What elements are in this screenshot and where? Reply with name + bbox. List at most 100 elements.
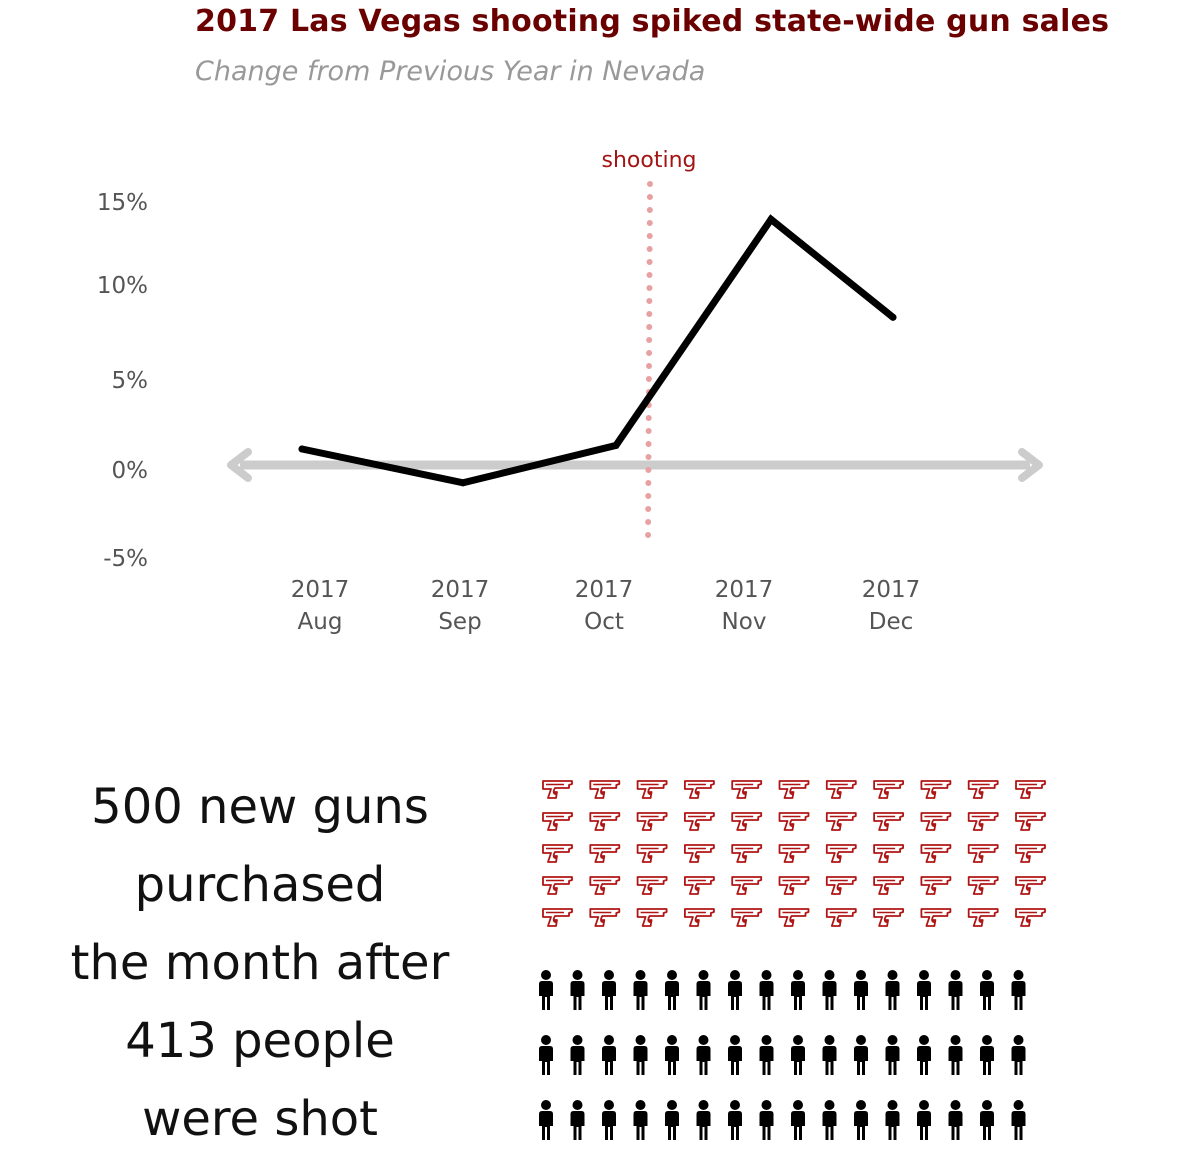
pistol-icon <box>636 908 668 927</box>
shooting-annotation: shooting <box>602 148 697 549</box>
pistol-icon <box>589 908 621 927</box>
x-tick-year: 2017 <box>715 577 774 603</box>
axis-arrow-left <box>227 448 252 482</box>
pistol-icon <box>825 780 857 799</box>
caption: 500 new guns purchased the month after 413 … <box>40 768 480 1158</box>
pistol-icon <box>920 812 952 831</box>
y-axis-ticks: 15% 10% 5% 0% -5% <box>97 190 148 572</box>
pistol-icon <box>967 908 999 927</box>
y-tick-label: 10% <box>97 273 148 299</box>
person-icon <box>728 1035 742 1075</box>
person-icon <box>791 1100 805 1140</box>
person-icon <box>665 1100 679 1140</box>
people-pictogram <box>539 970 1026 1140</box>
person-icon <box>1011 1035 1026 1075</box>
pistol-icon <box>873 780 904 799</box>
zero-axis <box>227 448 1043 482</box>
pistol-icon <box>967 812 999 831</box>
pistol-icon <box>967 780 999 799</box>
person-icon <box>570 970 585 1010</box>
person-icon <box>980 1100 994 1140</box>
y-tick-label: 0% <box>112 458 149 484</box>
caption-line: were shot <box>142 1091 378 1147</box>
y-tick-label: -5% <box>103 546 148 572</box>
person-icon <box>791 970 805 1010</box>
pistol-icon <box>636 876 668 895</box>
pistol-icon <box>1015 876 1046 895</box>
pistol-icon <box>873 844 904 863</box>
x-tick-month: Dec <box>869 609 914 635</box>
pistol-icon <box>967 844 999 863</box>
pistol-icon <box>920 908 952 927</box>
pistol-icon <box>542 844 573 863</box>
person-icon <box>602 1100 616 1140</box>
person-icon <box>665 970 679 1010</box>
person-icon <box>980 970 994 1010</box>
x-tick-month: Oct <box>584 609 624 635</box>
chart-title: 2017 Las Vegas shooting spiked state-wid… <box>195 4 1110 39</box>
pistol-icon <box>589 780 621 799</box>
pistol-icon <box>542 908 573 927</box>
person-icon <box>822 970 837 1010</box>
pistol-icon <box>778 908 810 927</box>
person-icon <box>1011 1100 1026 1140</box>
pistol-icon <box>920 876 952 895</box>
person-icon <box>633 1100 648 1140</box>
person-icon <box>854 1100 868 1140</box>
pistol-icon <box>920 844 952 863</box>
person-icon <box>759 1035 774 1075</box>
person-icon <box>539 970 553 1010</box>
gun-sales-series <box>298 214 897 487</box>
person-icon <box>633 970 648 1010</box>
pistol-icon <box>589 812 621 831</box>
shooting-label: shooting <box>602 148 697 173</box>
caption-line: 413 people <box>125 1013 395 1069</box>
x-tick-month: Nov <box>722 609 767 635</box>
person-icon <box>822 1035 837 1075</box>
pistol-icon <box>542 780 573 799</box>
pistol-icon <box>1015 844 1046 863</box>
person-icon <box>570 1100 585 1140</box>
person-icon <box>948 1100 963 1140</box>
person-icon <box>602 1035 616 1075</box>
person-icon <box>948 1035 963 1075</box>
person-icon <box>854 1035 868 1075</box>
line-chart: shooting 15%10%5%0%-5% 2017Aug2017Sep201… <box>97 148 1043 635</box>
pistol-icon <box>542 876 573 895</box>
pistol-icon <box>873 908 904 927</box>
person-icon <box>696 970 711 1010</box>
pistol-icon <box>778 780 810 799</box>
person-icon <box>539 1035 553 1075</box>
x-axis-ticks: 2017 Aug 2017 Sep 2017 Oct 2017 Nov 2017 Dec <box>291 577 921 635</box>
pistol-icon <box>731 780 763 799</box>
pistol-icon <box>1015 812 1046 831</box>
pistol-icon <box>1015 780 1046 799</box>
person-icon <box>665 1035 679 1075</box>
pistol-icon <box>684 876 715 895</box>
y-tick-label: 5% <box>112 368 149 394</box>
caption-line: purchased <box>134 857 386 913</box>
data-point-sep <box>459 479 467 487</box>
shooting-line <box>645 181 653 549</box>
pistol-icon <box>920 780 952 799</box>
person-icon <box>917 1035 931 1075</box>
data-point-nov <box>767 215 775 223</box>
person-icon <box>885 1035 900 1075</box>
axis-arrow-right <box>1018 448 1043 482</box>
pistol-icon <box>825 876 857 895</box>
pistol-icon <box>1015 908 1046 927</box>
person-icon <box>728 1100 742 1140</box>
pistol-icon <box>873 812 904 831</box>
pistol-icon <box>731 812 763 831</box>
x-tick-year: 2017 <box>291 577 350 603</box>
person-icon <box>539 1100 553 1140</box>
person-icon <box>791 1035 805 1075</box>
x-tick-year: 2017 <box>431 577 490 603</box>
y-tick-label: 15% <box>97 190 148 216</box>
x-tick-year: 2017 <box>575 577 634 603</box>
person-icon <box>602 970 616 1010</box>
person-icon <box>980 1035 994 1075</box>
pistol-icon <box>636 812 668 831</box>
x-tick-month: Sep <box>438 609 481 635</box>
person-icon <box>822 1100 837 1140</box>
